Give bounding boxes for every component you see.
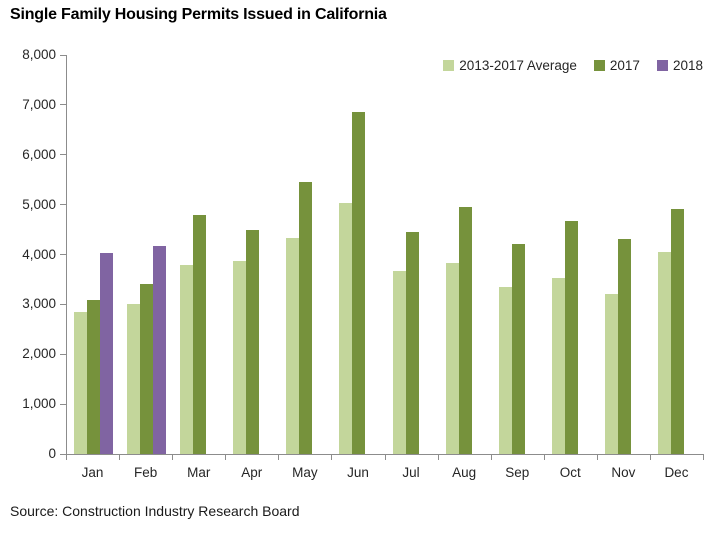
x-axis-label: Dec [664,465,689,480]
legend-item: 2017 [593,58,640,73]
y-axis-label: 4,000 [22,246,56,262]
plot-area [66,55,704,455]
bar-2013-2017-average-oct [551,277,565,454]
bar-2013-2017-average-dec [657,251,671,454]
bar-2013-2017-average-jul [392,270,406,454]
x-axis-label: May [292,465,318,480]
bar-2013-2017-average-mar [180,265,194,454]
x-axis-label: Apr [241,465,263,480]
y-axis-label: 5,000 [22,196,56,212]
y-axis-label: 1,000 [22,396,56,412]
x-axis-tick [437,454,439,460]
y-axis-label: 6,000 [22,146,56,162]
legend-item: 2018 [656,58,703,73]
bar-2017-jan [87,300,101,454]
bar-2017-aug [458,206,472,454]
bar-2018-jan [100,252,114,454]
bar-2017-dec [670,208,684,454]
y-axis-tick [60,303,66,305]
y-axis-tick [60,104,66,106]
x-axis-tick [384,454,386,460]
x-axis-label: Jul [402,465,420,480]
y-axis-tick [60,353,66,355]
y-axis-label: 8,000 [22,47,56,62]
x-axis-label: Jan [81,465,104,480]
y-axis-tick [60,204,66,206]
x-axis-tick [543,454,545,460]
bar-2017-jun [352,111,366,454]
bar-2017-apr [246,229,260,454]
x-axis-label: Aug [452,465,477,480]
y-axis-label: 0 [48,446,56,461]
x-axis-tick [703,454,704,460]
bar-2013-2017-average-jan [74,312,88,454]
bar-2013-2017-average-feb [127,303,141,454]
x-axis-tick [278,454,280,460]
x-axis-tick [172,454,174,460]
bar-2013-2017-average-nov [604,293,618,454]
source-note: Source: Construction Industry Research B… [10,503,300,519]
bar-2013-2017-average-jun [339,202,353,454]
bar-2017-nov [617,238,631,454]
bar-2018-feb [153,245,167,454]
x-axis-tick [66,454,67,460]
y-axis-label: 7,000 [22,96,56,112]
y-axis-label: 3,000 [22,296,56,312]
legend-label: 2018 [672,58,703,73]
x-axis-label: Nov [611,465,636,480]
x-axis-tick [490,454,492,460]
y-axis-tick [60,403,66,405]
bar-2013-2017-average-sep [498,286,512,454]
x-axis-tick [119,454,121,460]
bar-2017-mar [193,214,207,454]
legend-label: 2013-2017 Average [459,58,577,73]
y-axis-tick [60,54,66,56]
legend-swatch-icon [443,60,455,71]
legend-swatch-icon [593,60,605,71]
x-axis-label: Mar [187,465,211,480]
bar-2017-oct [564,220,578,454]
bar-2013-2017-average-may [286,237,300,454]
x-axis-label: Sep [505,465,530,480]
legend-label: 2017 [609,58,640,73]
bar-2017-may [299,181,313,454]
chart-legend: 2013-2017 Average 2017 2018 [443,58,703,73]
legend-swatch-icon [656,60,668,71]
x-axis-tick [225,454,227,460]
bar-2017-jul [405,231,419,454]
y-axis-label: 2,000 [22,346,56,362]
x-axis-label: Feb [133,465,158,480]
y-axis-tick [60,154,66,156]
x-axis-tick [649,454,651,460]
y-axis-tick [60,453,66,455]
x-axis-label: Oct [559,465,581,480]
bar-2017-sep [511,243,525,454]
bar-2013-2017-average-aug [445,263,459,454]
x-axis-tick [596,454,598,460]
bar-2017-feb [140,283,154,454]
legend-item: 2013-2017 Average [443,58,577,73]
x-axis-tick [331,454,333,460]
y-axis-tick [60,254,66,255]
x-axis-label: Jun [347,465,369,480]
chart-title: Single Family Housing Permits Issued in … [10,6,387,23]
bar-2013-2017-average-apr [233,261,247,454]
